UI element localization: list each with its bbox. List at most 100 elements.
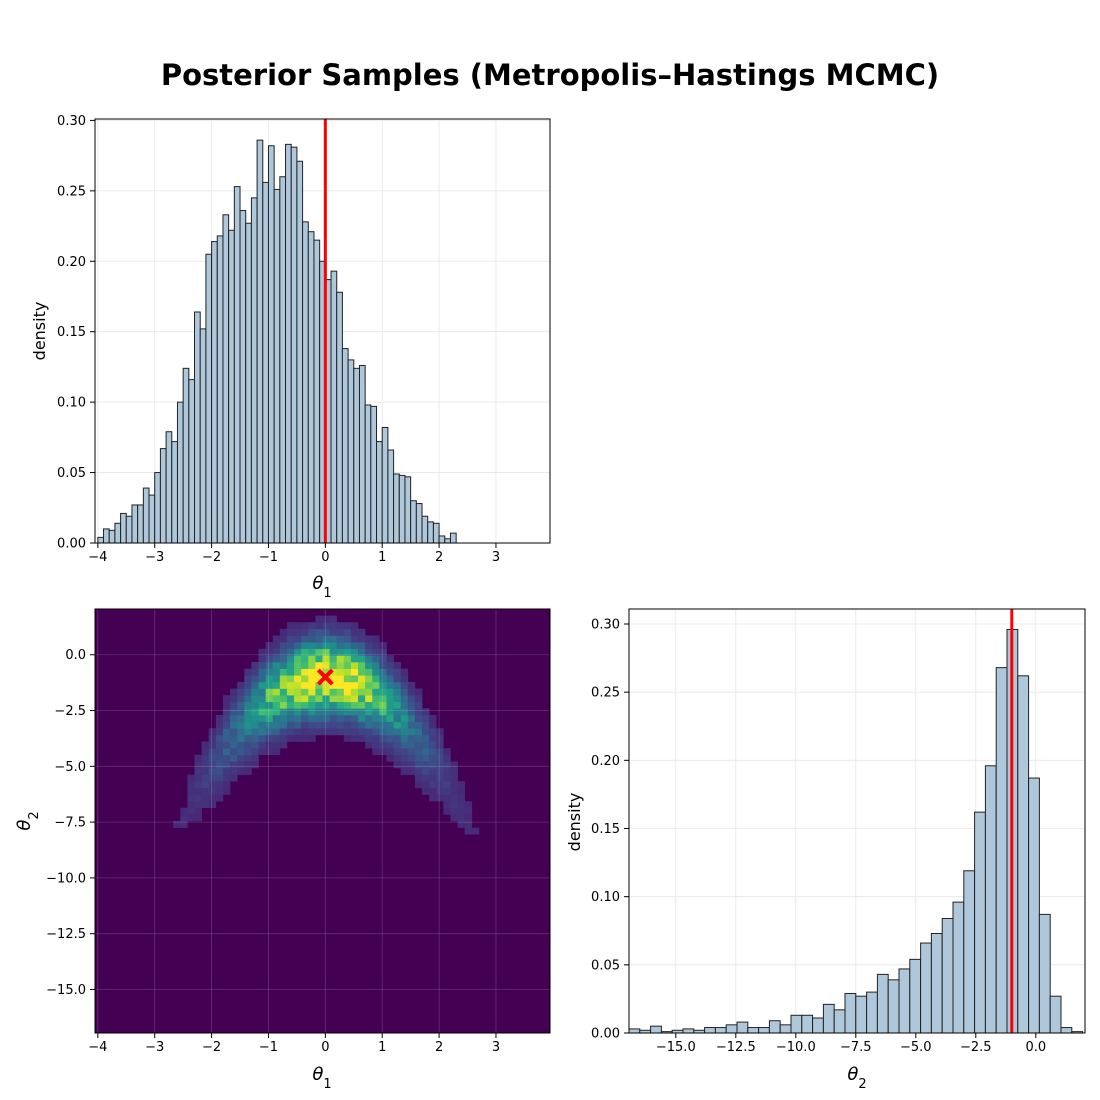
heatmap-cell [350, 681, 359, 689]
heatmap-cell [386, 681, 394, 689]
heatmap-cell [194, 761, 202, 769]
heatmap-cell [407, 761, 416, 769]
heatmap-cell [265, 668, 274, 676]
heatmap-cell [343, 715, 352, 722]
heatmap-cell [230, 708, 238, 716]
heatmap-cell [379, 662, 387, 669]
heatmap-cell [251, 715, 259, 722]
theta2-histogram-x-label: θ2 [847, 1064, 866, 1092]
heatmap-cell [407, 728, 416, 736]
heatmap-cell [279, 655, 288, 663]
heatmap-cell [194, 787, 202, 795]
heatmap-cell [194, 774, 202, 782]
heatmap-cell [237, 721, 245, 729]
heatmap-cell [315, 688, 323, 696]
heatmap-cell [343, 675, 352, 683]
heatmap-cell [422, 715, 430, 722]
heatmap-cell [215, 794, 224, 802]
heatmap-cell [272, 708, 281, 716]
heatmap-cell [208, 748, 217, 756]
histogram-bar [205, 253, 213, 544]
heatmap-cell [422, 708, 430, 716]
heatmap-cell [215, 754, 224, 762]
heatmap-cell [286, 734, 295, 742]
figure-title: Posterior Samples (Metropolis–Hastings M… [160, 58, 940, 92]
heatmap-cell [201, 761, 210, 769]
heatmap-cell [436, 734, 444, 742]
heatmap-cell [436, 748, 444, 756]
heatmap-cell [286, 622, 295, 630]
histogram-bar [176, 401, 184, 544]
histogram-bar [768, 1020, 781, 1034]
heatmap-cell [365, 642, 373, 650]
heatmap-cell [450, 774, 458, 782]
heatmap-cell [215, 728, 224, 736]
histogram-bar [137, 504, 144, 544]
heatmap-cell [258, 675, 266, 683]
heatmap-cell [251, 662, 259, 669]
heatmap-cell [301, 635, 309, 643]
heatmap-cell [379, 688, 387, 696]
heatmap-cell [350, 701, 359, 709]
heatmap-cell [258, 688, 266, 696]
heatmap-cell [201, 794, 210, 802]
histogram-bar [801, 1014, 814, 1034]
heatmap-cell [265, 642, 274, 650]
heatmap-cell [365, 688, 373, 696]
heatmap-cell [443, 781, 451, 789]
x-tick-label: −7.5 [840, 1040, 872, 1055]
heatmap-cell [343, 635, 352, 643]
heatmap-cell [272, 728, 281, 736]
heatmap-cell [265, 715, 274, 722]
heatmap-cell [350, 688, 359, 696]
heatmap-cell [429, 734, 437, 742]
heatmap-cell [400, 768, 409, 775]
heatmap-cell [258, 701, 266, 709]
heatmap-cell [272, 681, 281, 689]
heatmap-cell [315, 635, 323, 643]
heatmap-cell [244, 688, 252, 696]
heatmap-cell [294, 688, 302, 696]
heatmap-cell [457, 801, 465, 809]
heatmap-cell [279, 648, 288, 656]
heatmap-cell [215, 721, 224, 729]
heatmap-cell [393, 715, 402, 722]
x-tick-label: −12.5 [716, 1040, 756, 1055]
heatmap-cell [386, 741, 394, 749]
y-tick-label: 0.05 [57, 466, 86, 481]
heatmap-cell [443, 754, 451, 762]
histogram-bar [404, 476, 412, 544]
heatmap-cell [372, 681, 380, 689]
histogram-bar [725, 1024, 738, 1034]
histogram-bar [398, 474, 406, 544]
heatmap-cell [222, 754, 231, 762]
heatmap-cell [379, 655, 387, 663]
heatmap-cell [329, 648, 338, 656]
heatmap-cell [237, 695, 245, 703]
heatmap-cell [308, 721, 316, 729]
heatmap-cell [244, 721, 252, 729]
heatmap-cell [265, 648, 274, 656]
theta2-histogram-frame [628, 608, 1086, 1034]
heatmap-cell [237, 754, 245, 762]
heatmap-cell [222, 781, 231, 789]
heatmap-cell [230, 695, 238, 703]
histogram-bar [415, 503, 423, 544]
heatmap-cell [251, 695, 259, 703]
heatmap-cell [414, 781, 423, 789]
heatmap-cell [315, 642, 323, 650]
heatmap-cell [372, 675, 380, 683]
heatmap-cell [208, 754, 217, 762]
y-tick-label: 0.00 [591, 1027, 620, 1042]
heatmap-cell [294, 708, 302, 716]
heatmap-cell [301, 688, 309, 696]
heatmap-cell [464, 821, 473, 828]
histogram-bar [97, 536, 105, 544]
heatmap-cell [350, 662, 359, 669]
heatmap-x-ticks: −4 −3 −2 −1 0 1 2 3 [88, 1033, 500, 1055]
heatmap-cell [350, 642, 359, 650]
heatmap-cell [429, 754, 437, 762]
heatmap-cell [272, 701, 281, 709]
heatmap-cell [329, 701, 338, 709]
heatmap-cell [372, 741, 380, 749]
